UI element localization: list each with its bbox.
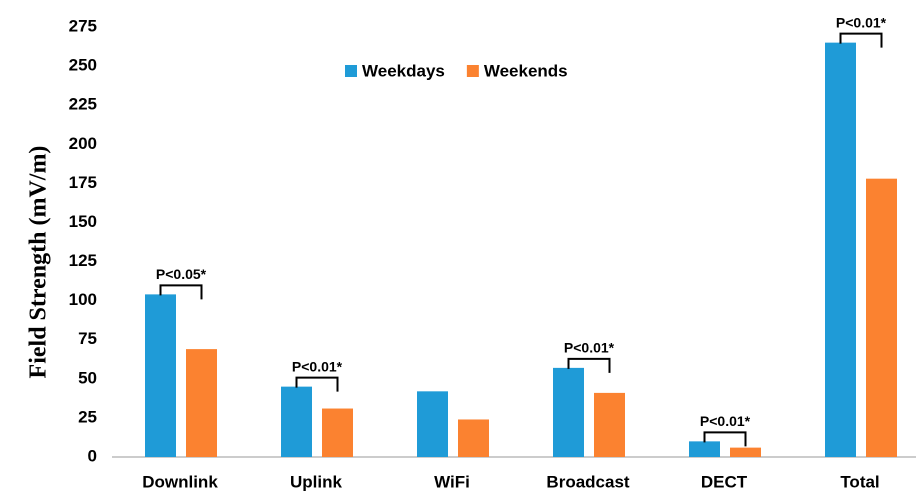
annotation: P<0.01* [836,14,887,30]
x-tick-label: WiFi [434,472,470,491]
bar [689,441,720,457]
significance-bracket [159,284,203,300]
bar [730,447,761,457]
y-tick-label: 125 [69,251,97,270]
y-axis-label: Field Strength (mV/m) [26,146,52,379]
y-tick-label: 150 [69,212,97,231]
x-tick-label: Downlink [142,472,218,491]
annotation: P<0.01* [564,340,615,356]
bar [866,178,897,457]
bar [281,386,312,457]
y-tick-label: 225 [69,95,97,114]
y-tick-label: 0 [88,446,97,465]
legend-swatch [466,65,479,77]
bar [594,392,625,457]
significance-bracket [839,32,883,48]
y-tick-label: 25 [78,407,97,426]
y-tick-label: 75 [78,329,97,348]
y-tick-label: 200 [69,134,97,153]
bar [825,42,856,458]
bar [458,419,489,457]
x-tick-label: Uplink [290,472,342,491]
y-tick-label: 250 [69,56,97,75]
bar [186,349,217,457]
bar [145,294,176,457]
bar [322,408,353,457]
legend-label: Weekends [484,61,568,80]
y-tick-label: 100 [69,290,97,309]
y-tick-label: 50 [78,368,97,387]
annotation: P<0.01* [292,358,343,374]
x-tick-label: Total [840,472,879,491]
x-tick-label: Broadcast [546,472,629,491]
annotation: P<0.05* [156,266,207,282]
significance-bracket [295,376,339,392]
significance-bracket [703,431,747,447]
legend-swatch [345,65,357,77]
x-tick-label: DECT [701,472,748,491]
bar [417,391,448,457]
y-tick-label: 275 [69,16,97,35]
significance-bracket [567,357,611,373]
legend-label: Weekdays [362,61,445,80]
bar [553,367,584,457]
annotation: P<0.01* [700,413,751,429]
y-tick-label: 175 [69,173,97,192]
